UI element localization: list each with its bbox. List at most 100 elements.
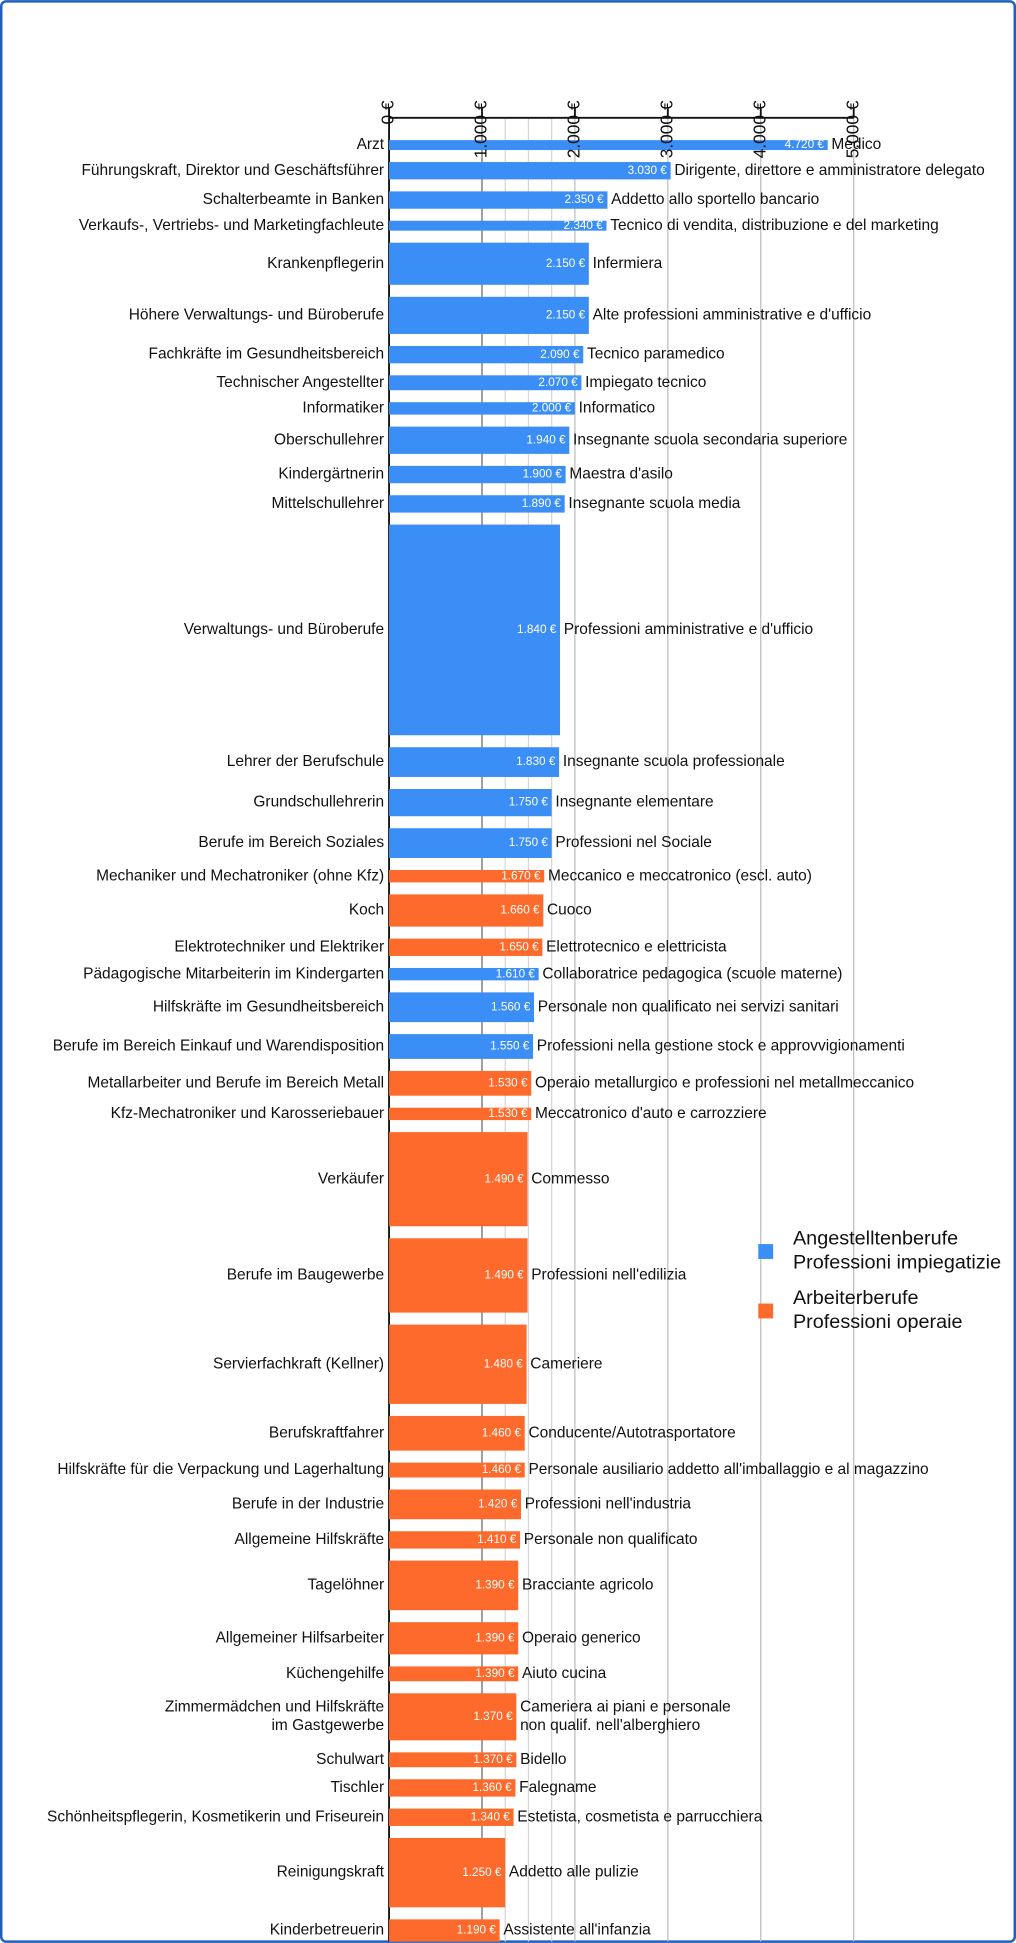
bar: [389, 1666, 519, 1682]
category-label: Mittelschullehrer: [271, 495, 384, 512]
secondary-label: Maestra d'asilo: [569, 466, 673, 483]
value-label: 1.370 €: [473, 1710, 513, 1723]
secondary-label: Personale ausiliario addetto all'imballa…: [528, 1461, 928, 1478]
bar: [389, 1238, 528, 1313]
secondary-label: Bracciante agricolo: [522, 1576, 654, 1593]
secondary-label: Dirigente, direttore e amministratore de…: [674, 162, 984, 179]
secondary-label: Professioni nella gestione stock e appro…: [537, 1038, 905, 1055]
secondary-label: Estetista, cosmetista e parrucchiera: [517, 1808, 762, 1825]
value-label: 1.650 €: [499, 940, 539, 953]
x-tick-label: 3.000 €: [656, 100, 676, 158]
value-label: 1.480 €: [484, 1357, 524, 1370]
legend-label: Arbeiterberufe Professioni operaie: [793, 1287, 963, 1333]
secondary-label-line: Cameriera ai piani e personale: [520, 1699, 731, 1716]
bar: [389, 162, 671, 180]
bar: [389, 296, 589, 334]
bar: [389, 426, 570, 454]
grid: [388, 117, 855, 1942]
secondary-label: Tecnico paramedico: [587, 346, 725, 363]
category-label: Führungskraft, Direktor und Geschäftsfüh…: [81, 162, 384, 179]
category-label: Verkaufs-, Vertriebs- und Marketingfachl…: [79, 217, 384, 234]
value-label: 2.350 €: [564, 193, 604, 206]
bar: [389, 1107, 532, 1121]
value-label: 1.490 €: [485, 1269, 525, 1282]
x-tick-label: 4.000 €: [749, 100, 769, 158]
secondary-label: Professioni amministrative e d'ufficio: [564, 621, 813, 638]
category-label: Fachkräfte im Gesundheitsbereich: [149, 346, 385, 363]
value-label: 1.670 €: [501, 869, 541, 882]
x-tick-label: 0 €: [378, 100, 398, 124]
category-label: Metallarbeiter und Berufe im Bereich Met…: [87, 1074, 384, 1091]
bar: [389, 495, 565, 513]
bar: [389, 747, 560, 777]
value-label: 1.750 €: [509, 836, 549, 849]
bar: [389, 402, 575, 415]
secondary-label: Elettrotecnico e elettricista: [546, 938, 727, 955]
value-label: 1.940 €: [526, 433, 566, 446]
labels: 4.720 € Medico Arzt 3.030 € Dirigente, diret…: [47, 136, 985, 1938]
bar: [389, 375, 582, 391]
secondary-label: Insegnante elementare: [555, 794, 713, 811]
category-label: Hilfskräfte für die Verpackung und Lager…: [57, 1461, 384, 1478]
secondary-label: Personale non qualificato nei servizi sa…: [538, 998, 839, 1015]
category-label: Servierfachkraft (Kellner): [213, 1355, 384, 1372]
value-label: 1.370 €: [473, 1753, 513, 1766]
secondary-label: Infermiera: [593, 255, 663, 272]
bar: [389, 220, 607, 231]
category-label: Berufskraftfahrer: [269, 1424, 384, 1441]
bar: [389, 1132, 528, 1227]
category-label: Schulwart: [316, 1751, 385, 1768]
legend: Angestelltenberufe Professioni impiegatiz…: [758, 1228, 1001, 1333]
secondary-label: Professioni nell'edilizia: [531, 1267, 687, 1284]
value-label: 2.150 €: [546, 257, 586, 270]
category-label: Küchengehilfe: [286, 1665, 384, 1682]
category-label: Elektrotechniker und Elektriker: [174, 938, 384, 955]
value-label: 4.720 €: [785, 138, 825, 151]
category-label: Grundschullehrerin: [253, 794, 384, 811]
secondary-label: Insegnante scuola media: [568, 495, 740, 512]
secondary-label: Meccanico e meccatronico (escl. auto): [548, 867, 812, 884]
secondary-label: Bidello: [520, 1751, 566, 1768]
value-label: 1.360 €: [472, 1781, 512, 1794]
bars: [389, 140, 828, 1942]
bar: [389, 242, 589, 285]
secondary-label: Aiuto cucina: [522, 1665, 607, 1682]
category-label: Mechaniker und Mechatroniker (ohne Kfz): [96, 867, 384, 884]
secondary-label: Alte professioni amministrative e d'uffi…: [593, 306, 872, 323]
bar: [389, 1693, 517, 1741]
category-label: Höhere Verwaltungs- und Büroberufe: [129, 306, 384, 323]
secondary-label: Operaio generico: [522, 1629, 641, 1646]
secondary-label: Impiegato tecnico: [585, 374, 706, 391]
bar: [389, 788, 552, 817]
value-label: 1.190 €: [457, 1924, 497, 1937]
legend-label-line: Arbeiterberufe: [793, 1287, 919, 1309]
secondary-label: Insegnante scuola professionale: [563, 753, 785, 770]
legend-label: Angestelltenberufe Professioni impiegatiz…: [793, 1228, 1001, 1274]
category-label: Allgemeiner Hilfsarbeiter: [216, 1629, 385, 1646]
secondary-label: Operaio metallurgico e professioni nel m…: [535, 1074, 914, 1091]
x-axis: 0 € 1.000 € 2.000 € 3.000 € 4.000 € 5.000 €: [378, 100, 863, 158]
category-label: Tagelöhner: [308, 1576, 385, 1593]
bar: [389, 465, 566, 484]
category-label: Berufe in der Industrie: [232, 1495, 384, 1512]
secondary-label: Addetto alle pulizie: [509, 1864, 639, 1881]
category-label: Allgemeine Hilfskräfte: [235, 1531, 385, 1548]
category-label-line: Zimmermädchen und Hilfskräfte: [165, 1699, 384, 1716]
secondary-label: Meccatronico d'auto e carrozziere: [535, 1105, 767, 1122]
category-label: Technischer Angestellter: [216, 374, 384, 391]
bar: [389, 1622, 519, 1655]
value-label: 1.410 €: [477, 1533, 517, 1546]
bar: [389, 938, 543, 956]
bar: [389, 524, 561, 736]
value-label: 1.530 €: [488, 1107, 528, 1120]
bar: [389, 1462, 525, 1478]
value-label: 1.420 €: [478, 1497, 518, 1510]
legend-swatch: [758, 1244, 774, 1259]
category-label: Kindergärtnerin: [278, 466, 384, 483]
category-label: Informatiker: [302, 400, 384, 417]
bar: [389, 1531, 521, 1549]
value-label: 1.250 €: [462, 1866, 502, 1879]
bar: [389, 1560, 519, 1611]
legend-label-line: Professioni impiegatizie: [793, 1252, 1001, 1274]
